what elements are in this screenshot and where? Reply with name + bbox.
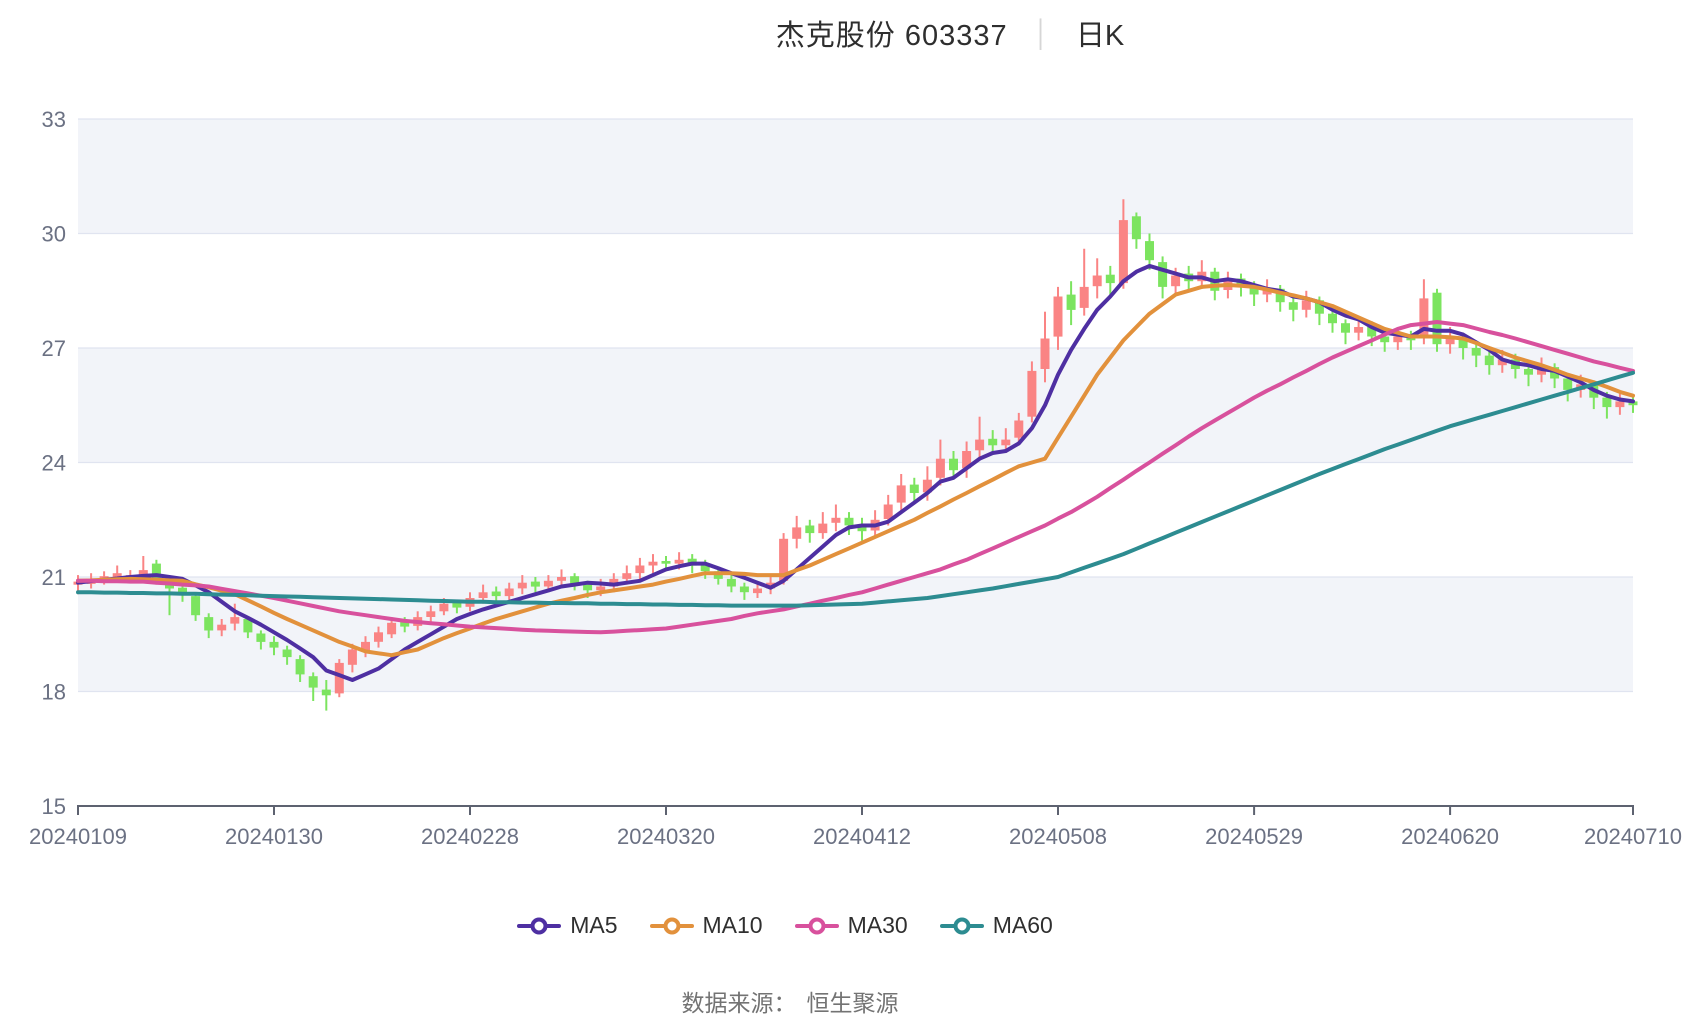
svg-text:33: 33: [42, 107, 66, 132]
svg-text:18: 18: [42, 680, 66, 705]
legend-item-ma10[interactable]: MA10: [649, 912, 763, 939]
ma5-marker-icon: [517, 916, 562, 936]
data-source-value: 恒生聚源: [806, 990, 899, 1016]
svg-text:20240508: 20240508: [1009, 824, 1107, 849]
svg-text:20240228: 20240228: [421, 824, 519, 849]
ma10-marker-icon: [649, 916, 694, 936]
ma60-marker-icon: [939, 916, 984, 936]
legend-item-label: MA60: [992, 912, 1053, 938]
title-separator: │: [1033, 17, 1050, 48]
svg-text:27: 27: [42, 336, 66, 361]
svg-text:20240320: 20240320: [617, 824, 715, 849]
data-source: 数据来源： 恒生聚源: [0, 984, 1640, 1018]
data-source-label: 数据来源：: [681, 990, 797, 1016]
chart-title: 杰克股份 603337 │ 日K: [100, 12, 1700, 54]
svg-text:20240620: 20240620: [1401, 824, 1499, 849]
svg-text:20240529: 20240529: [1205, 824, 1303, 849]
legend-item-label: MA30: [847, 912, 908, 938]
legend: MA5 MA10 MA30 MA60: [0, 912, 1635, 939]
svg-text:20240109: 20240109: [29, 824, 127, 849]
legend-item-ma5[interactable]: MA5: [517, 912, 618, 939]
svg-text:21: 21: [42, 565, 66, 590]
svg-text:20240130: 20240130: [225, 824, 323, 849]
svg-text:20240710: 20240710: [1584, 824, 1682, 849]
svg-text:30: 30: [42, 222, 66, 247]
legend-item-ma60[interactable]: MA60: [939, 912, 1053, 939]
legend-item-ma30[interactable]: MA30: [794, 912, 908, 939]
legend-item-label: MA5: [570, 912, 618, 938]
ma30-marker-icon: [794, 916, 839, 936]
svg-text:24: 24: [42, 451, 66, 476]
period-label: 日K: [1075, 20, 1125, 52]
svg-text:20240412: 20240412: [813, 824, 911, 849]
svg-text:15: 15: [42, 794, 66, 819]
legend-item-label: MA10: [702, 912, 763, 938]
stock-name-code: 杰克股份 603337: [775, 20, 1008, 52]
kline-chart: 15 18 21 24 27 30 33 20240109 20240130 20240228 20…: [29, 107, 1682, 849]
